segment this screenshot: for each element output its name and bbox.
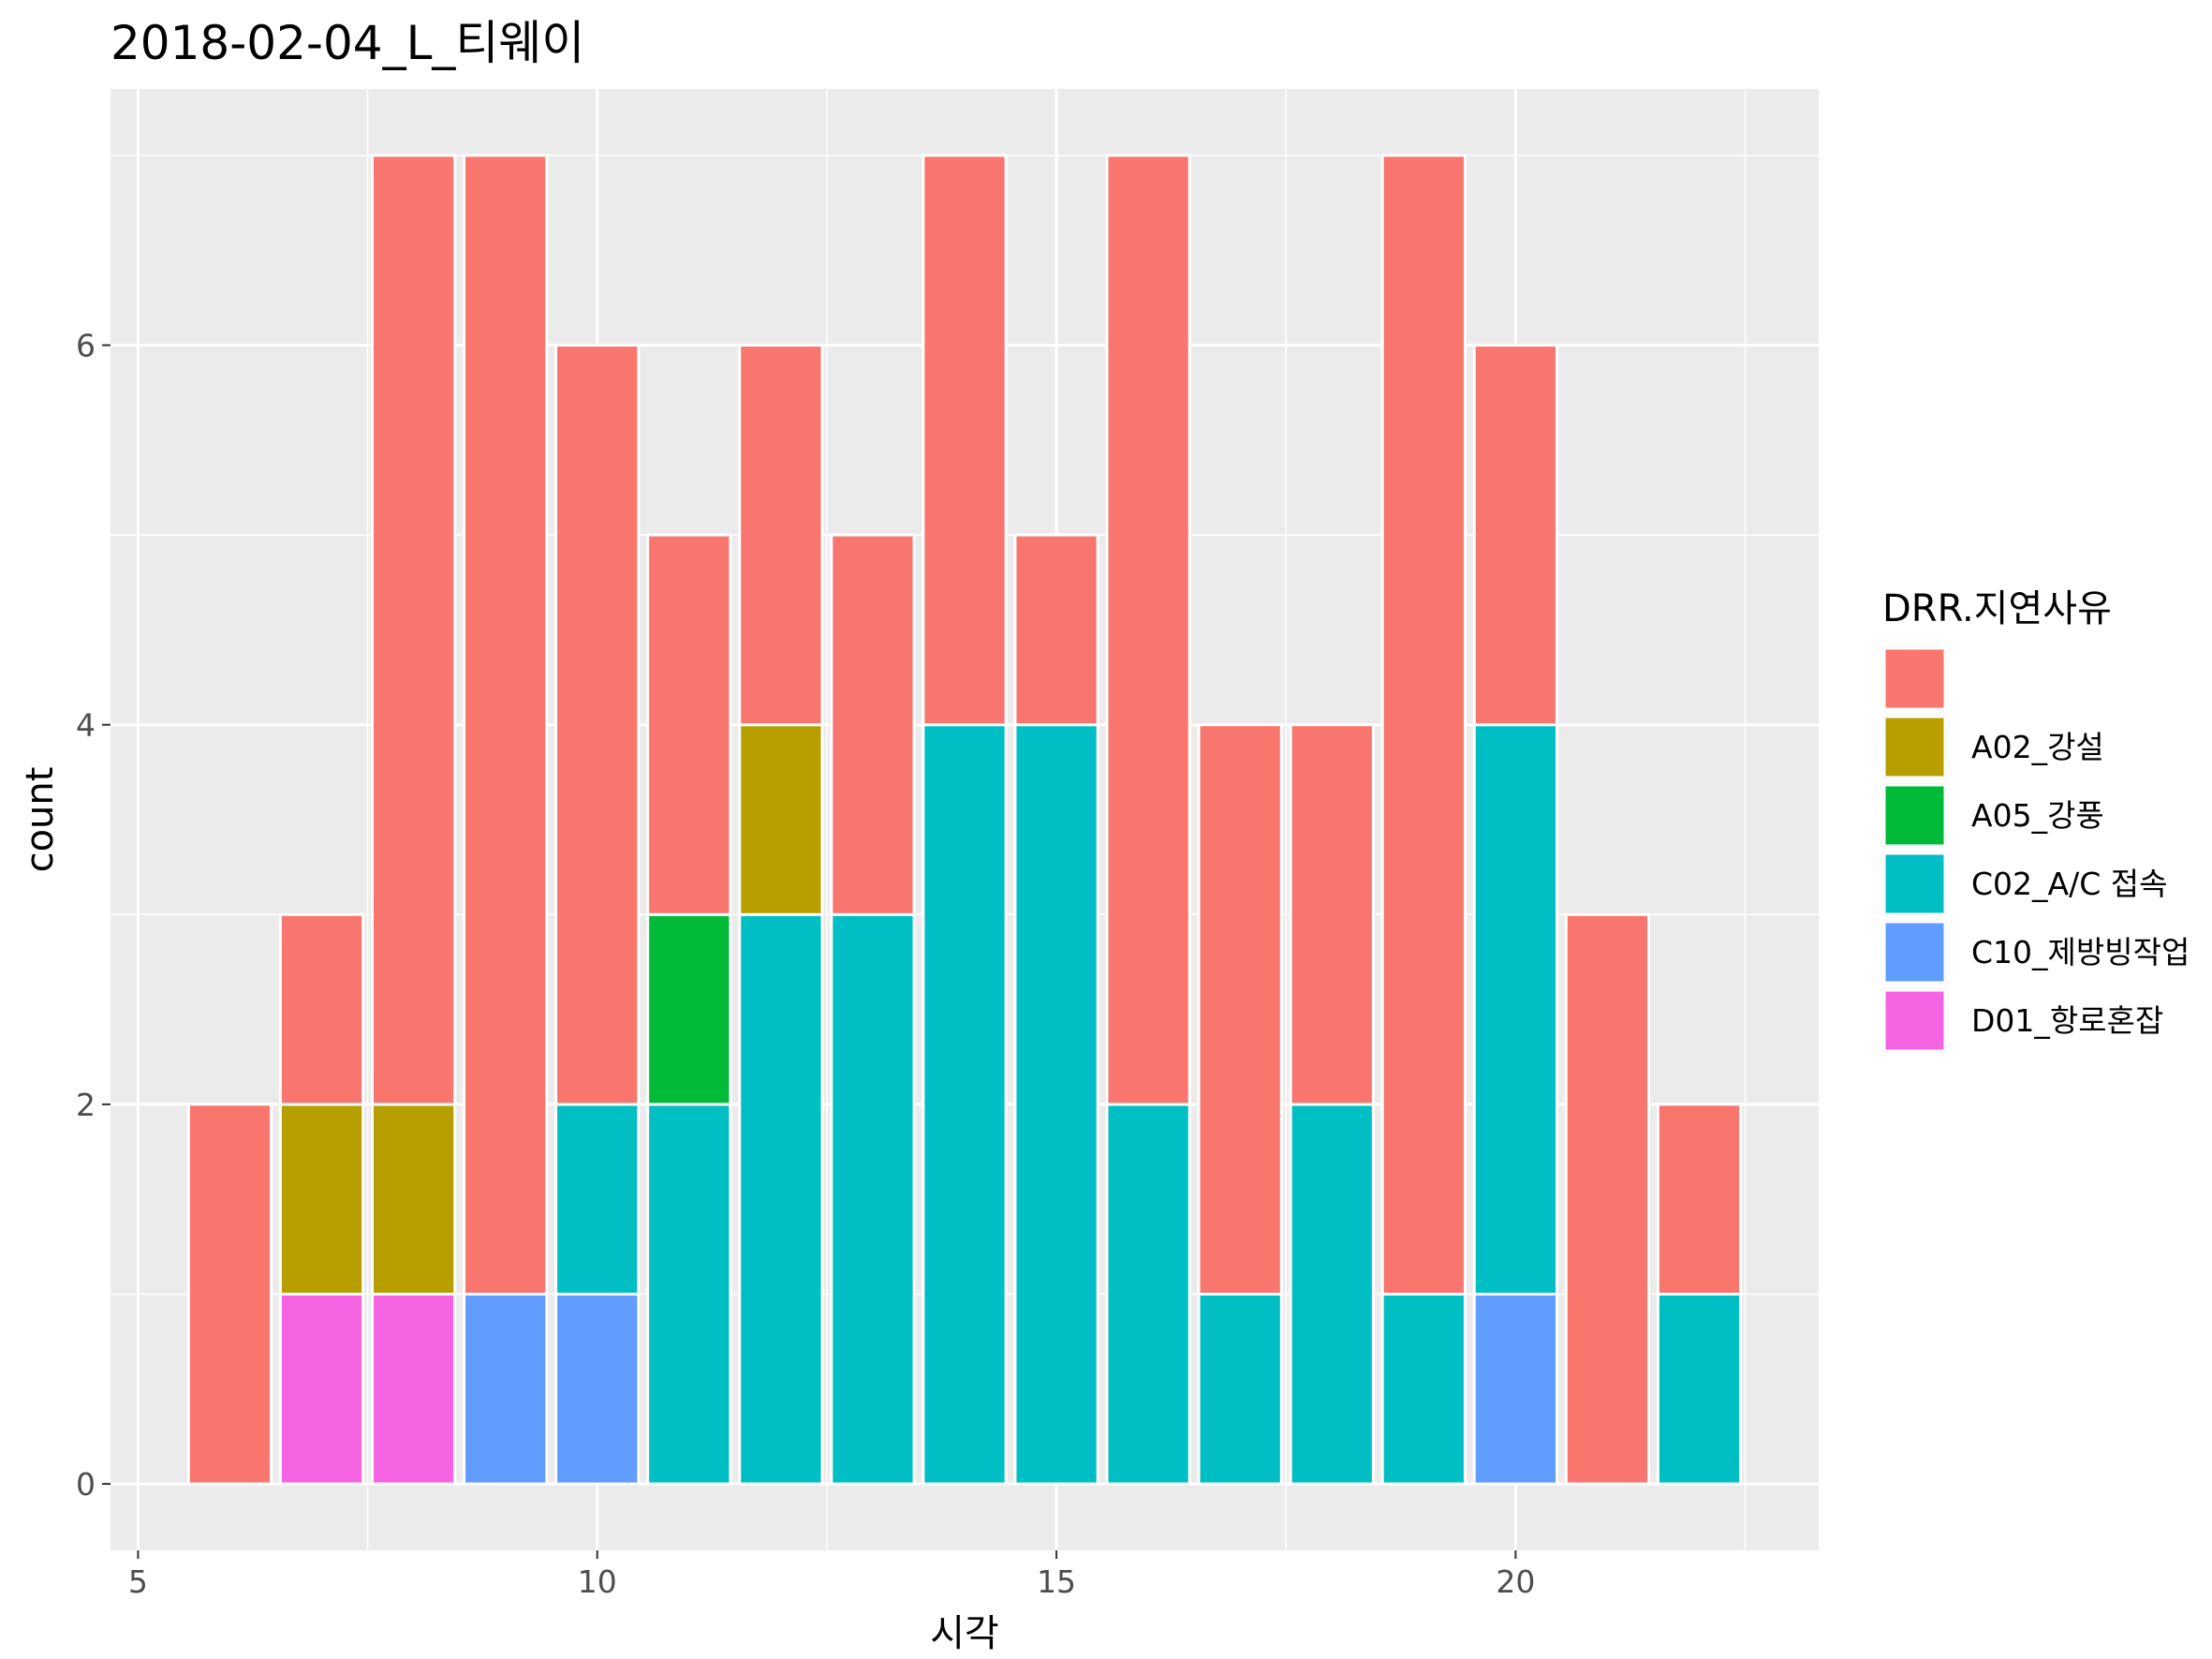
bar-segment (922, 154, 1008, 727)
bar-segment (1105, 154, 1191, 1106)
bar-segment (830, 533, 916, 916)
legend-label: C02_A/C 접속 (1971, 866, 2167, 902)
bar-segment (370, 154, 457, 1106)
bar-segment (1472, 723, 1559, 1296)
bar-segment (1472, 1292, 1559, 1486)
legend-swatch (1882, 646, 1947, 711)
legend-swatch (1882, 783, 1947, 848)
bar-segment (278, 1103, 365, 1296)
bar-segment (738, 912, 824, 1486)
bar-segment (370, 1292, 457, 1486)
legend-label: A05_강풍 (1971, 797, 2104, 834)
legend-swatch (1882, 852, 1947, 916)
legend-label: D01_항로혼잡 (1971, 1002, 2163, 1039)
bar-segment (1105, 1103, 1191, 1486)
bar-segment (1013, 533, 1099, 727)
bar-segment (554, 344, 641, 1106)
bar-segment (1380, 154, 1467, 1296)
bar-segment (1197, 723, 1283, 1296)
legend-title: DRR.지연사유 (1882, 587, 2112, 630)
bar-segment (370, 1103, 457, 1296)
bar-segment (738, 344, 824, 727)
bar-segment (646, 1103, 732, 1486)
chart-title: 2018-02-04_L_티웨이 (111, 16, 584, 70)
bar-segment (1564, 912, 1651, 1486)
bar-segment (1197, 1292, 1283, 1486)
bar-segment (463, 154, 549, 1296)
bars-layer (186, 154, 1743, 1486)
bar-segment (1656, 1103, 1743, 1296)
y-axis-title: count (19, 767, 62, 873)
legend-items: A02_강설 A05_강풍 C02_A/C 접속 C10_제방빙작업 D01_항로혼잡 (1882, 646, 2190, 1053)
x-tick-label: 20 (1496, 1563, 1535, 1600)
legend-swatch (1882, 920, 1947, 985)
y-axis: 0 2 4 6 (76, 328, 111, 1503)
bar-segment (1289, 723, 1375, 1106)
bar-segment (738, 723, 824, 916)
bar-segment (1656, 1292, 1743, 1486)
legend-swatch (1882, 988, 1947, 1053)
bar-segment (1289, 1103, 1375, 1486)
x-axis: 5 10 15 20 (128, 1550, 1535, 1600)
x-tick-label: 5 (128, 1563, 148, 1600)
bar-segment (830, 912, 916, 1486)
bar-segment (922, 723, 1008, 1486)
bar-segment (1380, 1292, 1467, 1486)
legend-label: A02_강설 (1971, 729, 2104, 765)
legend: DRR.지연사유 A02_강설 A05_강풍 C02_A/C 접속 C10_제방빙작업… (1882, 587, 2190, 1053)
bar-segment (463, 1292, 549, 1486)
y-tick-label: 4 (76, 707, 96, 744)
x-tick-label: 15 (1037, 1563, 1076, 1600)
bar-segment (646, 912, 732, 1106)
bar-segment (1013, 723, 1099, 1486)
bar-segment (1472, 344, 1559, 727)
y-tick-label: 6 (76, 328, 96, 364)
bar-segment (554, 1103, 641, 1296)
bar-segment (646, 533, 732, 916)
y-tick-label: 0 (76, 1466, 96, 1503)
legend-swatch (1882, 715, 1947, 779)
bar-segment (278, 1292, 365, 1486)
bar-segment (186, 1103, 273, 1486)
bar-segment (554, 1292, 641, 1486)
x-axis-title: 시각 (930, 1612, 999, 1655)
bar-segment (278, 912, 365, 1106)
x-tick-label: 10 (578, 1563, 617, 1600)
legend-label: C10_제방빙작업 (1971, 934, 2190, 970)
y-tick-label: 2 (76, 1087, 96, 1123)
